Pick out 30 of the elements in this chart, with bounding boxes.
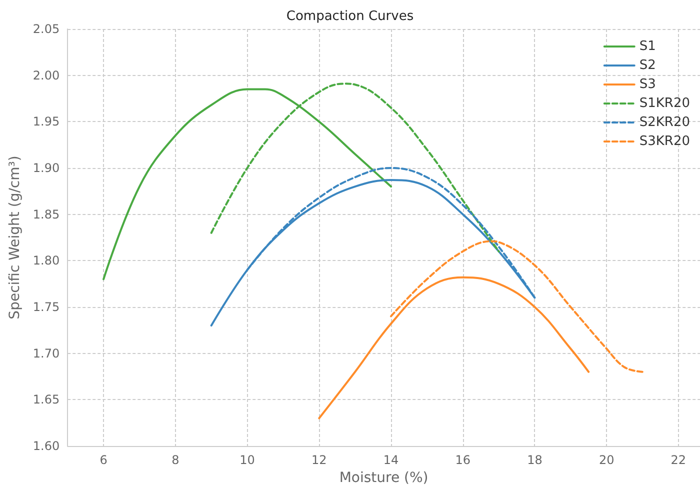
y-tick-label: 1.90 [32,161,60,175]
y-axis-title: Specific Weight (g/cm³) [7,156,23,320]
y-tick-label: 1.95 [32,114,60,129]
y-tick-label: 1.65 [32,392,60,407]
chart-title: Compaction Curves [286,9,414,24]
y-tick-label: 2.05 [32,22,60,36]
x-tick-label: 8 [172,453,180,467]
y-tick-label: 1.60 [32,439,60,453]
y-tick-label: 2.00 [32,68,60,82]
line-series [318,276,590,420]
x-tick-label: 18 [527,453,542,467]
legend-label: S2KR20 [639,115,690,130]
legend-label: S1 [639,39,656,54]
legend-label: S3 [639,77,656,92]
y-tick-label: 1.70 [32,346,60,360]
legend-label: S1KR20 [639,96,690,111]
x-tick-label: 22 [670,453,686,467]
x-axis-title: Moisture (%) [339,470,428,486]
line-series [390,240,644,373]
legend-label: S2 [639,58,656,73]
legend-label: S3KR20 [639,134,690,149]
y-tick-label: 1.85 [32,207,60,222]
x-tick-label: 14 [383,453,399,467]
x-tick-label: 10 [240,453,255,467]
x-tick-label: 12 [311,453,327,467]
y-tick-label: 1.80 [32,254,60,268]
x-tick-label: 20 [598,453,614,467]
x-tick-label: 16 [455,453,470,467]
y-tick-label: 1.75 [32,300,60,314]
x-tick-label: 6 [100,453,108,467]
